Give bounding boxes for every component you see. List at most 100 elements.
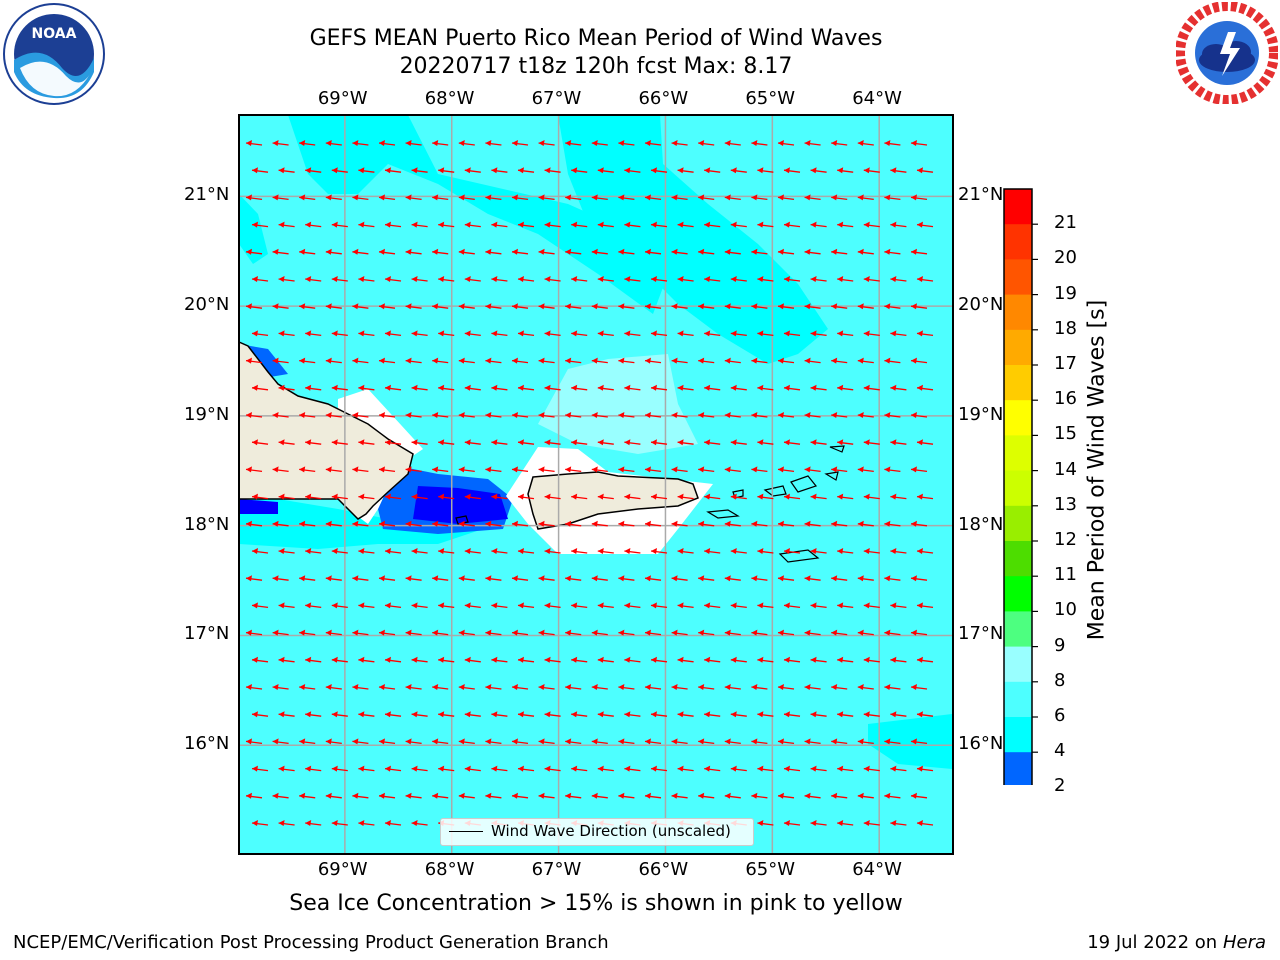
wind-arrow [331, 656, 348, 663]
wind-arrow [884, 303, 901, 310]
wind-arrow [890, 221, 907, 228]
wind-arrow [432, 575, 449, 582]
wind-arrow [677, 765, 694, 772]
wind-arrow [597, 221, 614, 228]
wind-arrow [571, 765, 588, 772]
wind-arrow [411, 602, 428, 609]
wind-arrow [485, 629, 502, 636]
wind-arrow [571, 711, 588, 718]
wind-arrow [352, 248, 369, 255]
wind-arrow [272, 520, 289, 527]
wind-arrow [565, 303, 582, 310]
wind-arrow [704, 493, 721, 500]
wind-arrow [704, 439, 721, 446]
wind-arrow [358, 221, 375, 228]
wind-arrow [591, 792, 608, 799]
lon-tick-label: 65°W [745, 859, 796, 880]
wind-arrow [831, 248, 848, 255]
wind-arrow [358, 276, 375, 282]
wind-arrow [650, 765, 668, 772]
wind-arrow [458, 629, 475, 636]
wind-arrow [438, 330, 455, 337]
wind-arrow [491, 711, 508, 718]
wind-arrow [432, 792, 449, 799]
wind-arrow [278, 711, 295, 718]
wind-arrow [810, 493, 827, 500]
wind-arrow [378, 575, 396, 582]
wind-arrow [411, 820, 428, 826]
wind-arrow [384, 711, 402, 718]
wind-arrow [677, 330, 694, 337]
wind-arrow [910, 520, 928, 527]
wind-arrow [411, 276, 428, 282]
wind-arrow [698, 466, 715, 473]
wind-arrow [751, 629, 768, 636]
wind-arrow [538, 629, 555, 636]
wind-arrow [278, 384, 295, 391]
wind-arrow [863, 820, 880, 826]
wind-arrow [837, 276, 854, 282]
wind-arrow [405, 629, 422, 636]
wind-arrow [278, 548, 295, 554]
lon-tick-label: 64°W [852, 859, 902, 880]
wind-arrow [597, 330, 614, 337]
colorbar-band [1004, 505, 1032, 542]
wind-arrow [544, 493, 561, 500]
wind-arrow [511, 303, 529, 310]
wind-arrow [405, 520, 422, 527]
wind-arrow [464, 384, 481, 391]
wind-arrow [704, 656, 721, 663]
wind-arrow [491, 602, 508, 609]
wind-arrow [378, 140, 396, 146]
wind-arrow [272, 140, 289, 146]
wind-arrow [783, 602, 801, 609]
wind-arrow [804, 738, 821, 745]
colorbar-band [1004, 541, 1032, 577]
wind-arrow [405, 575, 422, 582]
wind-arrow [299, 575, 316, 582]
lon-tick-label: 67°W [531, 859, 582, 880]
wind-arrow [278, 167, 295, 174]
wind-arrow [624, 167, 641, 174]
wind-arrow [411, 493, 428, 500]
wind-arrow [751, 792, 768, 799]
wind-arrow [538, 684, 555, 690]
wind-arrow [650, 167, 668, 174]
wind-arrow [890, 276, 907, 282]
wind-arrow [565, 738, 582, 745]
wind-arrow [491, 656, 508, 663]
colorbar-band [1004, 646, 1032, 683]
wind-arrow [677, 602, 694, 609]
colorbar-band [1004, 435, 1032, 472]
wind-arrow [491, 548, 508, 554]
wind-arrow [644, 357, 662, 364]
wind-arrow [704, 602, 721, 609]
wind-arrow [890, 330, 907, 337]
wind-arrow [751, 303, 768, 310]
map-legend: Wind Wave Direction (unscaled) [440, 818, 754, 846]
wind-arrow [783, 276, 801, 282]
wind-arrow [325, 303, 342, 310]
wind-arrow [618, 412, 635, 418]
wind-arrow [724, 303, 741, 310]
wind-arrow [538, 412, 555, 418]
wind-arrow [517, 167, 535, 174]
wind-arrow [251, 167, 269, 174]
colorbar-tick-label: 21 [1054, 212, 1077, 234]
colorbar-tick-label: 18 [1054, 317, 1077, 339]
wind-arrow [671, 194, 688, 201]
wind-arrow [671, 303, 688, 310]
lon-tick-label: 66°W [638, 859, 689, 880]
wind-arrow [810, 439, 827, 446]
wind-arrow [804, 792, 821, 799]
wind-arrow [624, 221, 641, 228]
wind-arrow [278, 820, 295, 826]
wind-arrow [565, 194, 582, 201]
wind-arrow [777, 466, 795, 473]
wind-arrow [910, 575, 928, 582]
wind-arrow [916, 330, 934, 337]
wind-arrow [325, 194, 342, 201]
wind-arrow [890, 602, 907, 609]
wind-arrow [724, 248, 741, 255]
wind-arrow [565, 629, 582, 636]
